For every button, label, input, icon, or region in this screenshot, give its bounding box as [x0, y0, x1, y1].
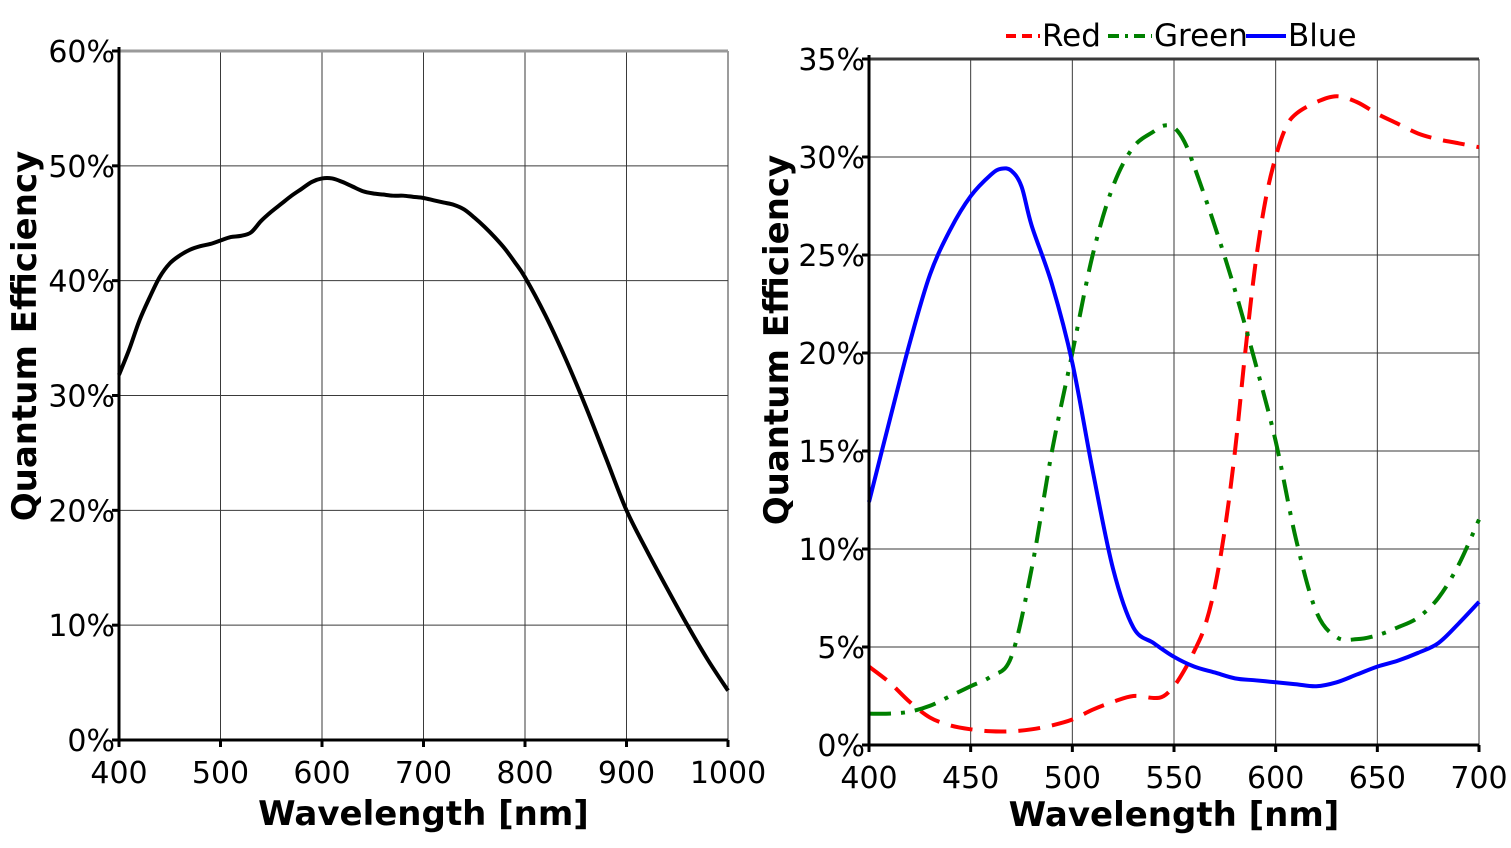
x-tick-label: 600: [1247, 761, 1304, 796]
x-tick-label: 650: [1349, 761, 1406, 796]
y-tick-label: 0%: [67, 724, 115, 759]
legend-label-red: Red: [1042, 18, 1101, 54]
series-line-red: [867, 94, 1480, 734]
series-line: [117, 176, 730, 692]
y-tick-label: 0%: [817, 729, 865, 764]
y-tick-label: 5%: [817, 631, 865, 666]
right-chart-rgb-qe: 400 450 500 550 600 650 700 0% 5% 10% 15% 20% 25% 30%…: [757, 43, 1508, 835]
x-tick-label: 600: [293, 756, 350, 791]
legend-label-blue: Blue: [1288, 18, 1357, 54]
x-tick-label: 700: [395, 756, 452, 791]
y-tick-label: 20%: [798, 337, 865, 372]
x-tick-label: 1000: [690, 756, 766, 791]
x-axis-title: Wavelength [nm]: [258, 794, 589, 834]
y-tick-label: 10%: [798, 533, 865, 568]
series-line-green: [868, 123, 1481, 716]
x-tick-label: 400: [90, 756, 147, 791]
y-tick-label: 50%: [48, 150, 115, 185]
y-tick-label: 30%: [798, 141, 865, 176]
left-chart-mono-qe: 400 500 600 700 800 900 1000 0% 10% 20% 30% 40% 50% 6…: [5, 35, 766, 834]
x-tick-label: 450: [942, 761, 999, 796]
x-tick-label: 900: [598, 756, 655, 791]
x-tick-label: 700: [1450, 761, 1507, 796]
x-tick-label: 550: [1145, 761, 1202, 796]
y-tick-label: 30%: [48, 380, 115, 415]
y-tick-label: 60%: [48, 35, 115, 70]
y-tick-label: 10%: [48, 609, 115, 644]
y-axis-title: Quantum Efficiency: [757, 155, 797, 526]
series-line-blue: [867, 166, 1481, 689]
legend-label-green: Green: [1154, 18, 1248, 54]
y-tick-label: 25%: [798, 239, 865, 274]
x-tick-label: 800: [496, 756, 553, 791]
y-tick-label: 15%: [798, 435, 865, 470]
x-tick-label: 500: [192, 756, 249, 791]
y-tick-label: 35%: [798, 43, 865, 78]
right-chart-legend: Red Green Blue: [1006, 18, 1357, 54]
x-tick-label: 400: [840, 761, 897, 796]
y-axis-title: Quantum Efficiency: [5, 151, 45, 522]
y-tick-label: 40%: [48, 265, 115, 300]
x-axis-title: Wavelength [nm]: [1009, 795, 1340, 835]
y-tick-label: 20%: [48, 494, 115, 529]
x-tick-label: 500: [1044, 761, 1101, 796]
